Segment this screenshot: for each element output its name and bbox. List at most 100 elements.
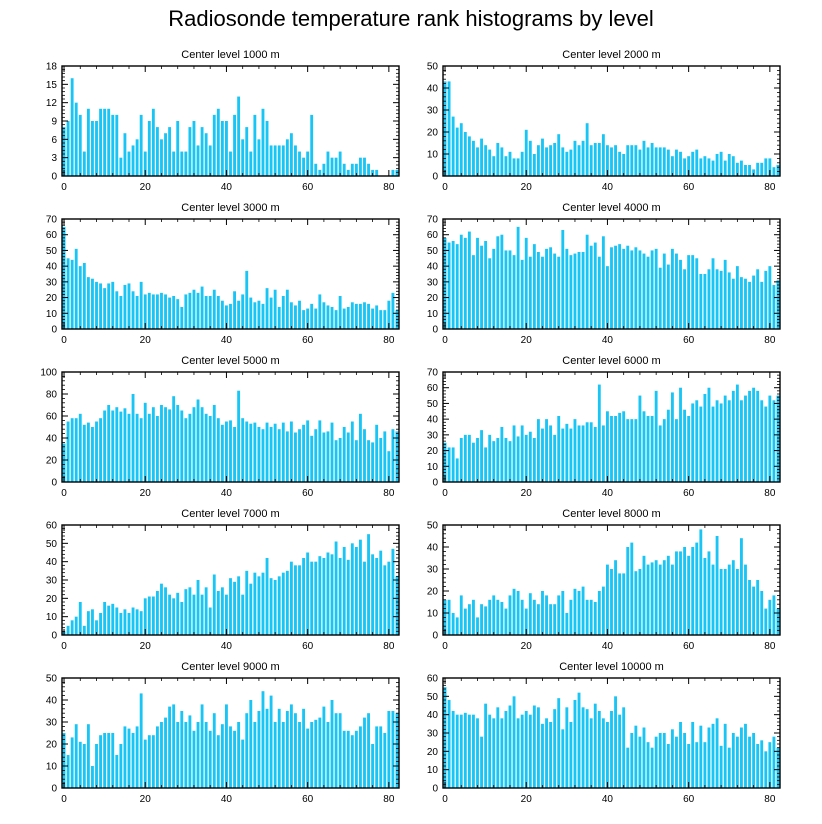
y-tick-label: 10 (46, 762, 58, 773)
bar (66, 755, 70, 788)
plot-frame (61, 677, 400, 789)
bar (147, 735, 151, 788)
bar (111, 603, 115, 635)
bar (549, 425, 553, 482)
bar (670, 248, 674, 329)
bar (476, 617, 479, 635)
bar (707, 387, 711, 482)
bar (95, 281, 98, 329)
bar (472, 255, 475, 329)
bar (212, 713, 216, 788)
x-tick-label: 20 (521, 182, 533, 193)
y-tick-label: 40 (427, 415, 439, 426)
bar (147, 121, 151, 176)
bar (504, 438, 508, 482)
y-tick-label: 0 (51, 172, 57, 183)
x-tick-label: 20 (521, 335, 533, 346)
bar (597, 711, 601, 788)
bar (318, 169, 322, 176)
bar (395, 713, 399, 788)
bar (172, 151, 176, 176)
bar (74, 102, 78, 176)
y-tick-label: 0 (51, 478, 57, 489)
bar (642, 411, 646, 482)
bar (188, 715, 192, 788)
bar (334, 157, 338, 176)
bar (610, 569, 613, 635)
plot-frame (442, 524, 781, 636)
bar (447, 242, 451, 329)
bar (298, 151, 301, 176)
bar (302, 310, 306, 329)
bar (289, 704, 293, 788)
bar (314, 429, 318, 482)
y-tick-label: 12 (46, 98, 58, 109)
bar (723, 395, 727, 482)
bar (249, 583, 253, 635)
y-tick-label: 70 (46, 215, 58, 226)
bar (597, 591, 601, 635)
bar (176, 592, 180, 635)
bar (666, 149, 670, 176)
bar (91, 121, 94, 176)
y-tick-label: 20 (46, 293, 58, 304)
bar (504, 156, 508, 176)
bar (719, 745, 723, 788)
bar (764, 158, 768, 176)
bar (532, 599, 536, 635)
panel-title: Center level 10000 m (559, 661, 664, 673)
bar (565, 613, 569, 635)
bar (654, 736, 658, 788)
bar (229, 578, 232, 635)
bar (342, 427, 346, 482)
bar (78, 602, 82, 635)
bar (180, 711, 184, 788)
y-tick-label: 30 (427, 729, 439, 740)
bar (500, 718, 504, 788)
x-tick-label: 20 (140, 794, 152, 805)
bar (391, 548, 395, 635)
bar (675, 149, 678, 176)
bar (62, 127, 66, 176)
bar (107, 405, 111, 482)
bar (346, 559, 350, 635)
bar (70, 418, 74, 482)
bar (74, 616, 78, 635)
bar (581, 586, 585, 635)
bar (298, 300, 301, 329)
bar (699, 725, 703, 788)
bar (764, 406, 768, 482)
bar (549, 247, 553, 329)
bar (536, 707, 540, 788)
bar (350, 735, 354, 788)
bar (748, 281, 751, 329)
bar (70, 78, 74, 176)
bar (650, 562, 654, 635)
bar (289, 302, 293, 329)
bar (691, 722, 695, 788)
bar (326, 305, 330, 329)
y-tick-label: 30 (46, 718, 58, 729)
bar (687, 555, 691, 635)
bar (581, 707, 585, 788)
bar (589, 145, 593, 176)
bar (147, 596, 151, 635)
bar (233, 730, 236, 788)
bar (192, 730, 196, 788)
bar (379, 438, 383, 482)
bar (727, 400, 731, 482)
bar (168, 409, 172, 482)
bar (463, 132, 467, 176)
bar (516, 436, 520, 482)
bar (711, 258, 715, 329)
bar (342, 547, 346, 635)
bar (314, 163, 318, 176)
bar (164, 587, 167, 635)
bar (691, 255, 695, 329)
bar (524, 129, 528, 176)
bar (630, 733, 634, 788)
bar (488, 599, 492, 635)
y-tick-label: 10 (46, 309, 58, 320)
bar (367, 303, 370, 329)
bar (654, 147, 658, 176)
